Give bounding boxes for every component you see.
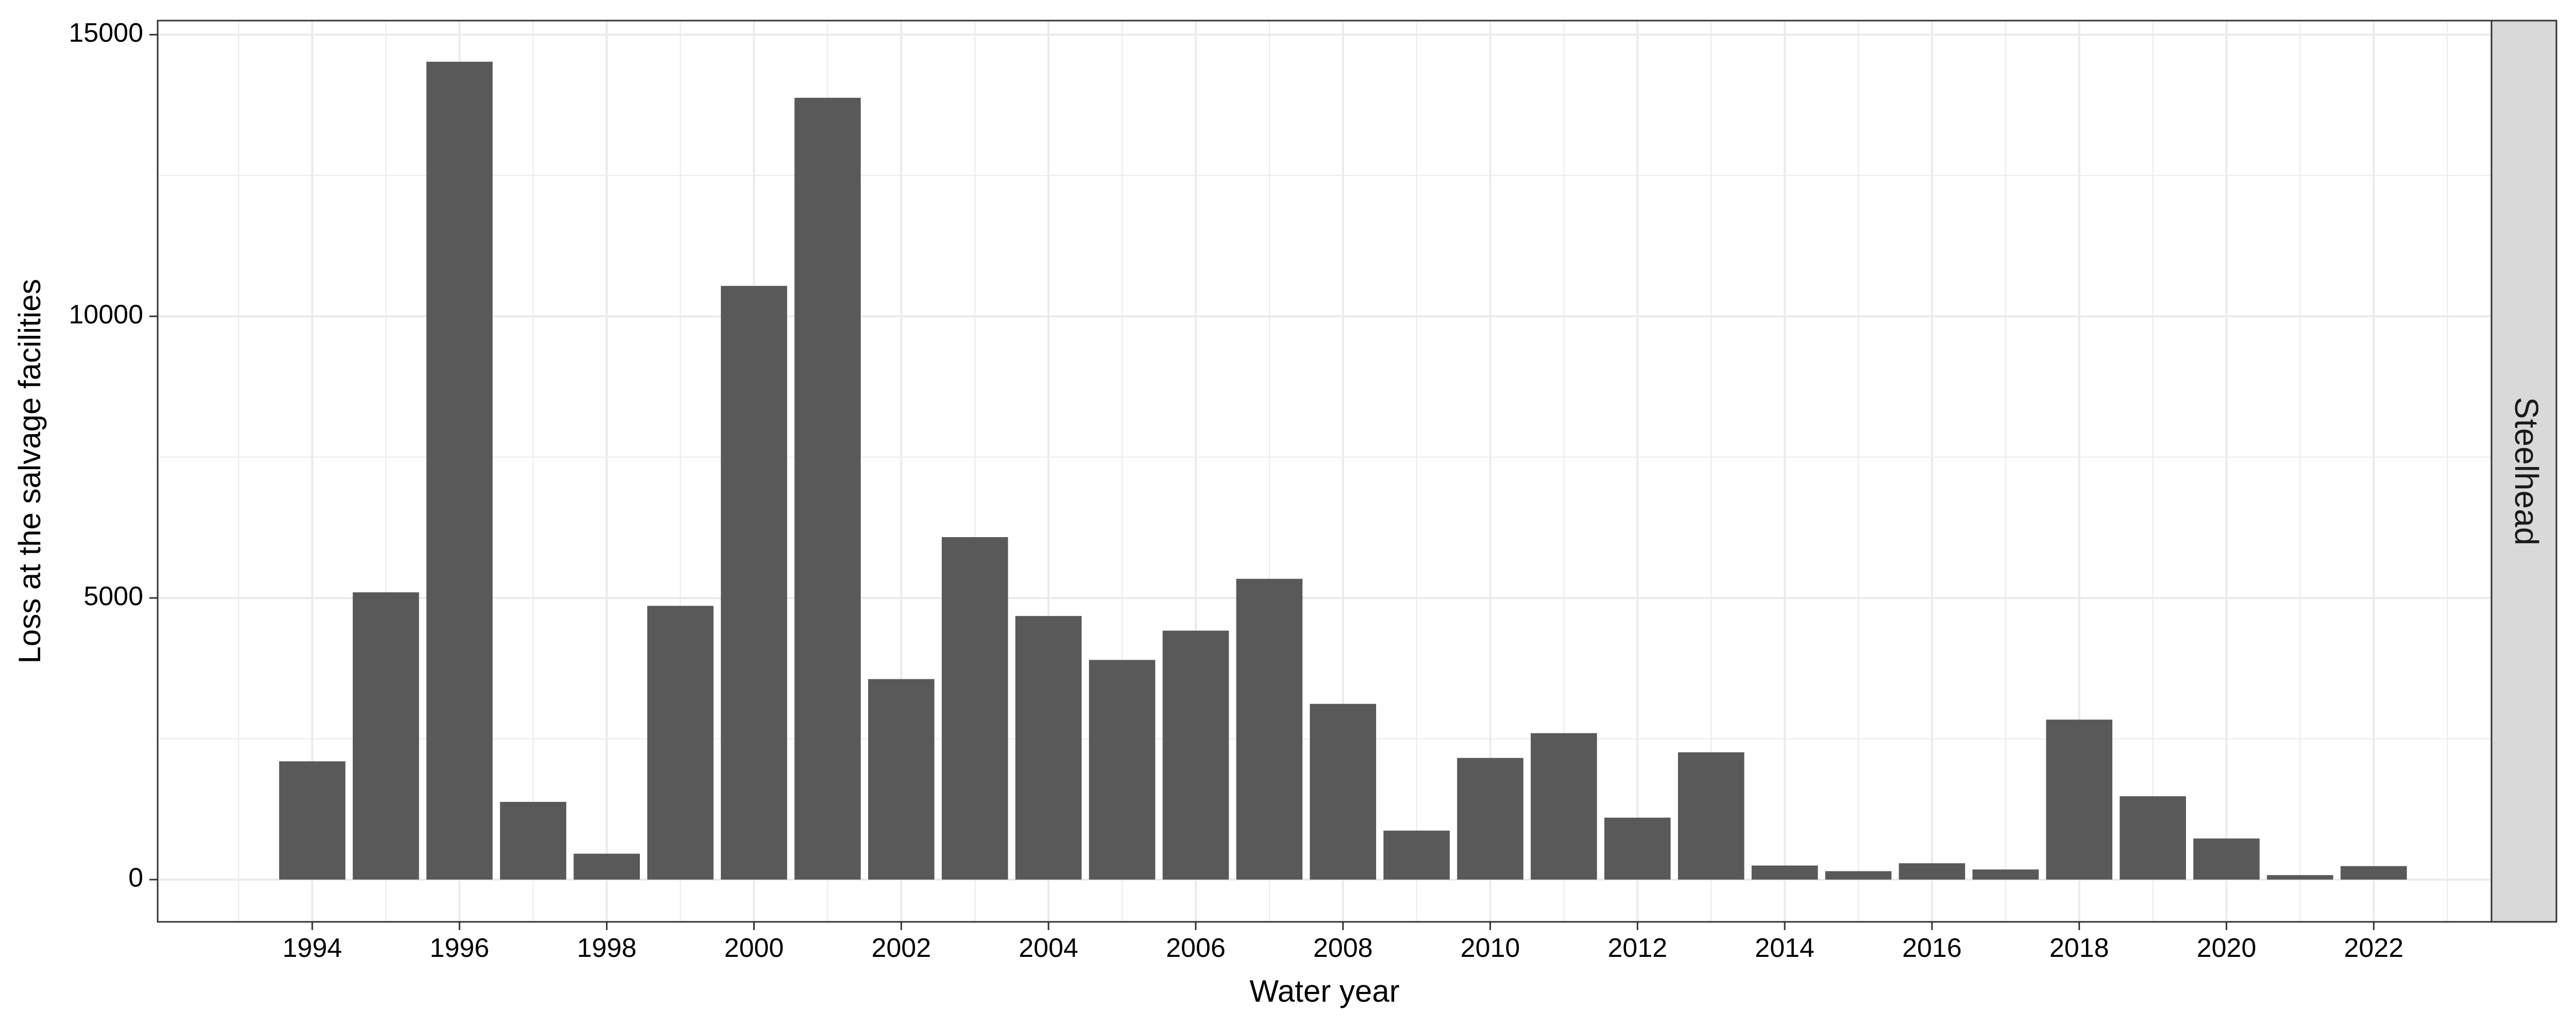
x-axis-title: Water year — [1249, 974, 1399, 1008]
y-tick-label: 15000 — [69, 18, 143, 48]
y-tick-label: 0 — [128, 863, 143, 893]
bar-2012 — [1604, 817, 1671, 880]
x-tick-label: 2016 — [1902, 933, 1962, 963]
bar-1999 — [647, 606, 714, 880]
bar-2005 — [1089, 660, 1156, 880]
bar-2021 — [2267, 875, 2333, 880]
bar-2002 — [868, 679, 935, 880]
x-tick-label: 2004 — [1019, 933, 1078, 963]
bar-2004 — [1015, 616, 1082, 880]
bar-2018 — [2046, 719, 2113, 880]
bar-2000 — [721, 286, 787, 880]
bar-1997 — [500, 802, 567, 880]
bar-2003 — [941, 537, 1008, 880]
bar-2016 — [1899, 863, 1965, 880]
bar-2007 — [1236, 578, 1303, 880]
bar-2006 — [1162, 630, 1229, 880]
y-tick-label: 5000 — [83, 581, 143, 611]
bar-1995 — [352, 592, 419, 880]
bar-1994 — [279, 761, 346, 880]
bar-2001 — [794, 97, 861, 880]
x-tick-label: 1996 — [430, 933, 489, 963]
axis-ticks — [149, 33, 2375, 930]
bar-2017 — [1972, 869, 2039, 880]
bar-2020 — [2193, 838, 2260, 880]
x-tick-labels: 1994 1996 1998 2000 2002 2004 2006 2008 2010 2012… — [282, 933, 2403, 963]
x-tick-label: 2018 — [2049, 933, 2109, 963]
y-tick-label: 10000 — [69, 300, 143, 330]
bar-2010 — [1457, 758, 1523, 880]
bar-2009 — [1383, 830, 1450, 880]
bar-2008 — [1310, 703, 1377, 880]
x-tick-label: 2006 — [1166, 933, 1226, 963]
x-tick-label: 2002 — [871, 933, 931, 963]
x-tick-label: 2010 — [1461, 933, 1520, 963]
y-tick-labels: 0 5000 10000 15000 — [69, 18, 143, 893]
facet-strip-label: Steelhead — [2508, 397, 2545, 545]
x-tick-label: 2020 — [2197, 933, 2257, 963]
bar-2015 — [1825, 871, 1892, 880]
x-tick-label: 1994 — [282, 933, 342, 963]
y-axis-title: Loss at the salvage facilities — [12, 279, 47, 663]
bar-2019 — [2120, 796, 2186, 880]
x-tick-label: 1998 — [577, 933, 637, 963]
bar-1996 — [426, 61, 493, 880]
bar-2022 — [2341, 866, 2407, 880]
x-tick-label: 2022 — [2344, 933, 2404, 963]
x-tick-label: 2014 — [1755, 933, 1815, 963]
x-tick-label: 2008 — [1313, 933, 1373, 963]
bar-2013 — [1677, 752, 1744, 880]
x-tick-label: 2012 — [1607, 933, 1667, 963]
bar-1998 — [573, 853, 640, 880]
bars — [279, 61, 2407, 880]
bar-2014 — [1751, 865, 1818, 880]
facet-strip — [2490, 20, 2557, 923]
x-tick-label: 2000 — [724, 933, 784, 963]
bar-2011 — [1531, 733, 1597, 880]
